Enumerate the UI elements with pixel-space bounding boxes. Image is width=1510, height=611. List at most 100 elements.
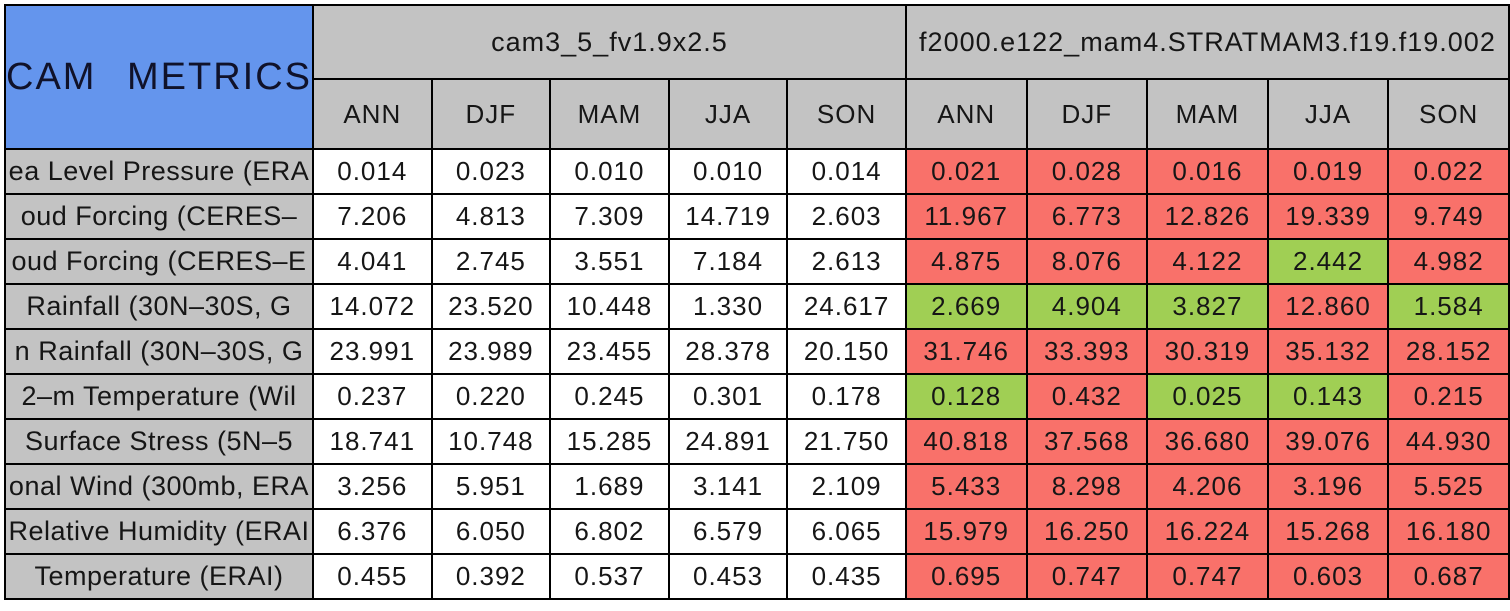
metric-value-cell: 3.827 [1146,283,1269,330]
metric-value-cell: 20.150 [786,328,907,375]
metric-value-cell: 2.109 [786,463,907,510]
metric-value-cell: 19.339 [1266,193,1390,240]
metric-row-label: oud Forcing (CERES–E [4,238,314,285]
table-row: 2–m Temperature (Wil 0.237 0.220 0.245 0… [4,373,1510,420]
metric-value-cell: 10.748 [430,418,552,465]
metric-value-cell: 16.224 [1146,508,1269,555]
metric-value-cell: 0.028 [1025,148,1149,195]
metric-value-cell: 2.442 [1266,238,1390,285]
season-header-jja: JJA [667,78,789,150]
table-row: oud Forcing (CERES–E 4.041 2.745 3.551 7… [4,238,1510,285]
metric-value-cell: 12.860 [1266,283,1390,330]
metric-value-cell: 23.991 [312,328,433,375]
metric-value-cell: 24.617 [786,283,907,330]
metric-value-cell: 0.747 [1146,553,1269,600]
metric-value-cell: 28.152 [1387,328,1510,375]
metric-value-cell: 0.687 [1387,553,1510,600]
table-row: Surface Stress (5N–5 18.741 10.748 15.28… [4,418,1510,465]
metric-value-cell: 39.076 [1266,418,1390,465]
metric-value-cell: 44.930 [1387,418,1510,465]
season-header-mam: MAM [1146,78,1269,150]
metric-value-cell: 1.584 [1387,283,1510,330]
metric-value-cell: 15.979 [904,508,1028,555]
table-row: Relative Humidity (ERAI 6.376 6.050 6.80… [4,508,1510,555]
metric-value-cell: 7.309 [549,193,670,240]
table-row: oud Forcing (CERES– 7.206 4.813 7.309 14… [4,193,1510,240]
metric-value-cell: 7.184 [667,238,789,285]
metric-row-label: Surface Stress (5N–5 [4,418,314,465]
metric-value-cell: 6.773 [1025,193,1149,240]
metric-value-cell: 3.551 [549,238,670,285]
metric-value-cell: 4.041 [312,238,433,285]
metric-value-cell: 4.206 [1146,463,1269,510]
metric-row-label: ea Level Pressure (ERA [4,148,314,195]
metric-value-cell: 0.432 [1025,373,1149,420]
metric-value-cell: 24.891 [667,418,789,465]
season-header-jja: JJA [1266,78,1390,150]
metric-value-cell: 14.719 [667,193,789,240]
metric-value-cell: 4.875 [904,238,1028,285]
metric-value-cell: 3.196 [1266,463,1390,510]
metric-value-cell: 0.301 [667,373,789,420]
metric-value-cell: 6.376 [312,508,433,555]
metric-value-cell: 4.122 [1146,238,1269,285]
metric-value-cell: 15.268 [1266,508,1390,555]
metric-value-cell: 18.741 [312,418,433,465]
metric-value-cell: 1.330 [667,283,789,330]
metric-value-cell: 2.745 [430,238,552,285]
metric-value-cell: 40.818 [904,418,1028,465]
season-header-djf: DJF [1025,78,1149,150]
season-header-djf: DJF [430,78,552,150]
metric-value-cell: 36.680 [1146,418,1269,465]
metric-value-cell: 0.435 [786,553,907,600]
metric-value-cell: 2.669 [904,283,1028,330]
metric-row-label: Rainfall (30N–30S, G [4,283,314,330]
metric-value-cell: 0.453 [667,553,789,600]
metric-value-cell: 5.525 [1387,463,1510,510]
model-name-header-2: f2000.e122_mam4.STRATMAM3.f19.f19.002 [904,4,1510,80]
metric-value-cell: 0.178 [786,373,907,420]
metric-value-cell: 23.455 [549,328,670,375]
metric-row-label: Relative Humidity (ERAI [4,508,314,555]
metric-row-label: oud Forcing (CERES– [4,193,314,240]
metric-value-cell: 8.298 [1025,463,1149,510]
metric-value-cell: 0.010 [667,148,789,195]
metric-value-cell: 3.141 [667,463,789,510]
table-row: Rainfall (30N–30S, G 14.072 23.520 10.44… [4,283,1510,330]
metric-value-cell: 4.982 [1387,238,1510,285]
metric-value-cell: 2.603 [786,193,907,240]
metric-value-cell: 4.904 [1025,283,1149,330]
metric-value-cell: 16.180 [1387,508,1510,555]
metric-value-cell: 1.689 [549,463,670,510]
metric-value-cell: 16.250 [1025,508,1149,555]
table-row: onal Wind (300mb, ERA 3.256 5.951 1.689 … [4,463,1510,510]
metric-value-cell: 5.951 [430,463,552,510]
metric-value-cell: 0.695 [904,553,1028,600]
metric-value-cell: 9.749 [1387,193,1510,240]
metric-value-cell: 23.520 [430,283,552,330]
header-season-row: ANN DJF MAM JJA SON ANN DJF MAM JJA SON [5,78,1510,150]
metric-value-cell: 37.568 [1025,418,1149,465]
metric-value-cell: 4.813 [430,193,552,240]
metric-value-cell: 14.072 [312,283,433,330]
metric-value-cell: 0.747 [1025,553,1149,600]
metric-value-cell: 0.392 [430,553,552,600]
metric-value-cell: 0.025 [1146,373,1269,420]
metric-value-cell: 0.537 [549,553,670,600]
metric-value-cell: 23.989 [430,328,552,375]
metric-value-cell: 2.613 [786,238,907,285]
metric-value-cell: 0.603 [1266,553,1390,600]
metric-value-cell: 28.378 [667,328,789,375]
metric-value-cell: 0.128 [904,373,1028,420]
season-header-mam: MAM [549,78,670,150]
season-header-son: SON [1387,78,1510,150]
table-row: n Rainfall (30N–30S, G 23.991 23.989 23.… [4,328,1510,375]
metric-value-cell: 0.019 [1266,148,1390,195]
metric-value-cell: 0.010 [549,148,670,195]
metric-row-label: 2–m Temperature (Wil [4,373,314,420]
metric-value-cell: 0.237 [312,373,433,420]
metric-value-cell: 12.826 [1146,193,1269,240]
season-header-ann: ANN [904,78,1028,150]
season-header-ann: ANN [312,78,433,150]
table-row: ea Level Pressure (ERA 0.014 0.023 0.010… [4,148,1510,195]
